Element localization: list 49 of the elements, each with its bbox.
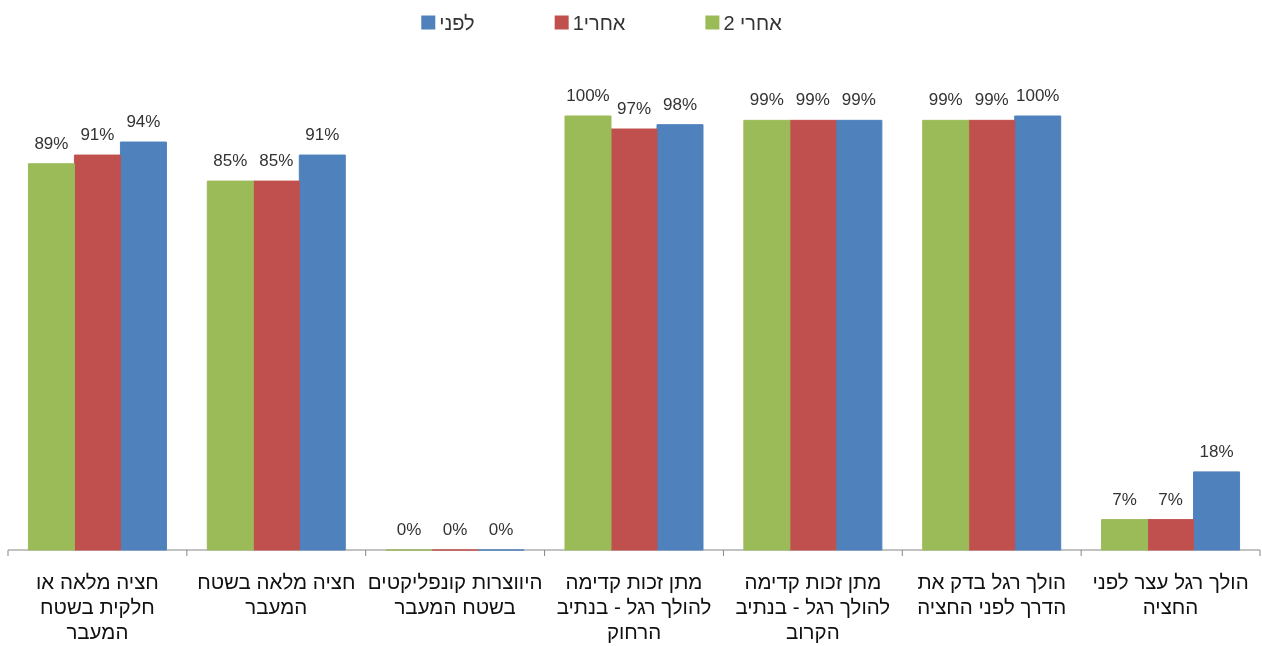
x-tick-label: הולך רגל עצר לפני החציה xyxy=(1091,569,1250,619)
x-tick-label: חציה מלאה בשטח המעבר xyxy=(196,569,357,619)
x-tick-label: מתן זכות קדימה להולך רגל - בנתיב הקרוב xyxy=(734,569,892,644)
data-label: 0% xyxy=(442,520,468,539)
x-tick-label: חציה מלאה או חלקית בשטח המעבר xyxy=(35,569,160,644)
bar xyxy=(610,128,658,551)
data-label: 98% xyxy=(662,94,698,114)
bar xyxy=(968,119,1016,551)
bar xyxy=(564,115,612,551)
bar xyxy=(1147,519,1195,551)
data-label: 99% xyxy=(928,90,963,110)
data-label: 99% xyxy=(841,90,876,110)
bar xyxy=(656,124,704,551)
bar xyxy=(789,119,837,551)
bar xyxy=(922,119,970,551)
data-label: 85% xyxy=(259,151,294,171)
bar xyxy=(73,154,121,551)
bar xyxy=(1014,115,1062,551)
data-label: 100% xyxy=(1015,86,1060,105)
bar xyxy=(835,119,883,551)
data-label: 0% xyxy=(488,520,514,539)
data-label: 99% xyxy=(974,90,1009,110)
data-label: 97% xyxy=(616,99,652,119)
data-label: 91% xyxy=(305,125,340,145)
data-label: 7% xyxy=(1112,489,1137,509)
data-label: 99% xyxy=(749,90,784,110)
data-label: 0% xyxy=(396,520,422,539)
bar xyxy=(1193,471,1241,551)
bar xyxy=(252,180,300,551)
legend-label: אחרי 2 xyxy=(723,11,783,34)
x-tick-label: מתן זכות קדימה להולך רגל - בנתיב הרחוק xyxy=(555,569,713,644)
data-label: 100% xyxy=(566,86,610,105)
bar xyxy=(298,154,346,551)
data-label: 89% xyxy=(34,133,69,153)
legend-label: לפני xyxy=(439,11,475,34)
bar xyxy=(27,163,75,551)
data-label: 18% xyxy=(1199,441,1234,461)
data-label: 94% xyxy=(126,112,161,132)
data-label: 7% xyxy=(1158,489,1183,509)
data-label: 85% xyxy=(213,151,248,171)
x-tick-label: היווצרות קונפליקטים בשטח המעבר xyxy=(366,569,544,619)
bar xyxy=(206,180,254,551)
x-tick-label: הולך רגל בדק את הדרך לפני החציה xyxy=(916,569,1068,619)
data-label: 99% xyxy=(795,90,830,110)
bar xyxy=(119,141,167,551)
bar xyxy=(743,119,791,551)
legend-label: אחרי1 xyxy=(572,11,626,34)
data-label: 91% xyxy=(80,125,115,145)
bar xyxy=(1101,519,1149,551)
